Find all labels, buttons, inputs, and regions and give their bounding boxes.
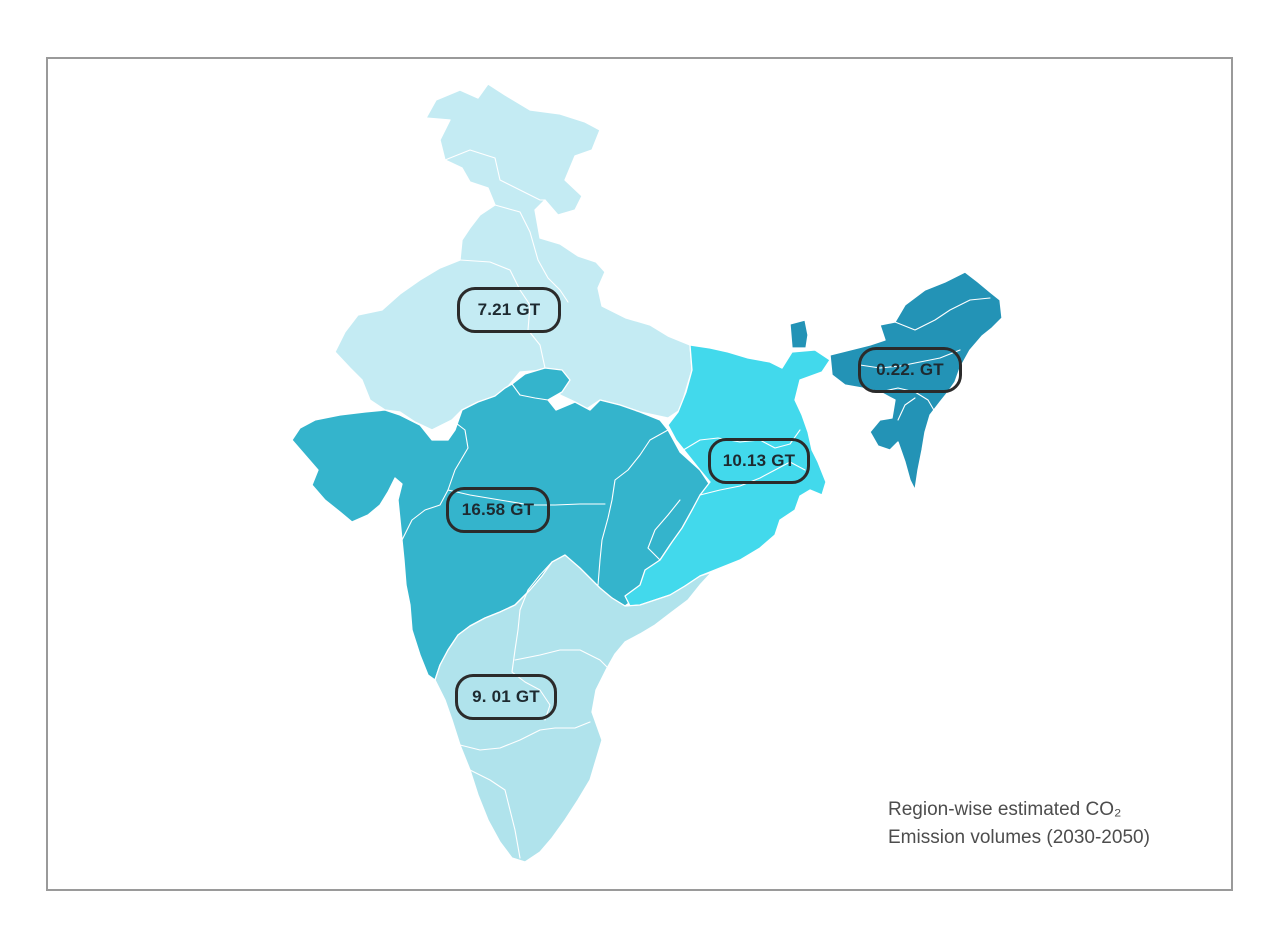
- region-east-sikkim: [789, 319, 809, 349]
- region-northeast[interactable]: [829, 271, 1003, 491]
- region-south[interactable]: [434, 554, 713, 863]
- map-caption: Region-wise estimated CO₂ Emission volum…: [888, 796, 1150, 852]
- region-north[interactable]: [334, 83, 693, 431]
- label-south-emission: 9. 01 GT: [455, 674, 557, 720]
- state-borders: [401, 149, 991, 859]
- label-north-emission: 7.21 GT: [457, 287, 561, 333]
- label-northeast-emission: 0.22. GT: [858, 347, 962, 393]
- caption-line-2: Emission volumes (2030-2050): [888, 827, 1150, 848]
- caption-line-1: Region-wise estimated CO₂: [888, 799, 1122, 820]
- map-frame: [46, 57, 1233, 891]
- label-west-emission: 16.58 GT: [446, 487, 550, 533]
- label-east-emission: 10.13 GT: [708, 438, 810, 484]
